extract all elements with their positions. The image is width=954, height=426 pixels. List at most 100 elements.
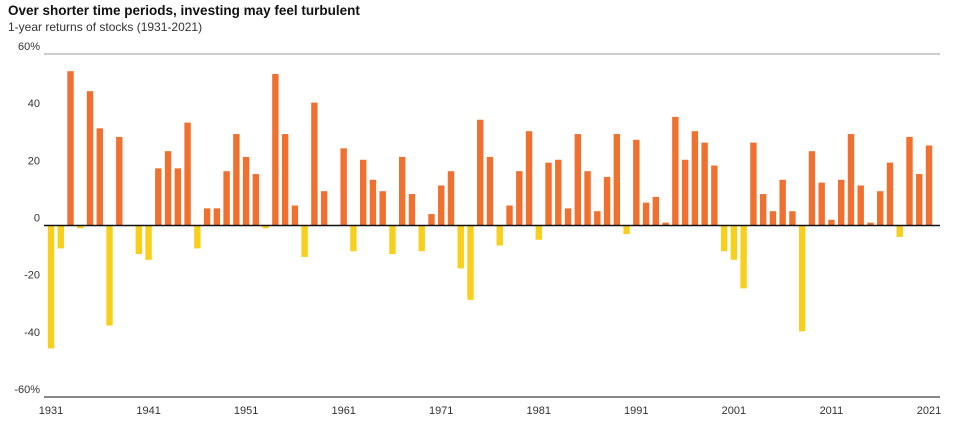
- bar-1957: [301, 225, 308, 257]
- bar-1951: [242, 156, 250, 226]
- y-tick-label: -20: [24, 270, 40, 282]
- bar-2012: [838, 179, 845, 226]
- bar-1976: [486, 156, 494, 226]
- bar-1958: [311, 102, 318, 226]
- bar-1966: [389, 225, 396, 255]
- bar-2004: [759, 194, 767, 226]
- bar-1997: [691, 131, 699, 226]
- bar-1998: [701, 142, 708, 226]
- bar-1952: [252, 174, 260, 226]
- bar-2010: [818, 182, 825, 226]
- bar-1962: [350, 225, 357, 252]
- bar-1943: [164, 151, 172, 226]
- x-tick-label: 1991: [624, 405, 648, 417]
- bar-1989: [613, 134, 621, 226]
- bar-2008: [798, 225, 806, 332]
- axes: [44, 224, 940, 398]
- bar-1954: [272, 74, 279, 226]
- bar-2009: [808, 151, 816, 226]
- bar-1973: [457, 225, 464, 269]
- bar-1999: [711, 165, 718, 226]
- bar-1946: [194, 225, 201, 249]
- bar-1968: [408, 194, 416, 226]
- chart-title: Over shorter time periods, investing may…: [8, 3, 360, 18]
- bar-2021: [925, 145, 933, 226]
- bar-2007: [789, 211, 796, 226]
- bar-1970: [428, 214, 435, 226]
- x-tick-label: 1971: [429, 405, 453, 417]
- bar-1985: [574, 134, 581, 226]
- bar-1975: [477, 119, 484, 226]
- bar-2005: [769, 211, 777, 226]
- bar-1940: [135, 225, 142, 255]
- y-tick-label: 20: [28, 155, 40, 167]
- bar-1983: [555, 159, 562, 226]
- bar-1988: [603, 176, 611, 226]
- bar-1967: [399, 156, 406, 226]
- x-tick-label: 2011: [820, 405, 844, 417]
- x-tick-label: 1961: [331, 405, 355, 417]
- y-tick-label: 60%: [18, 41, 40, 53]
- bar-1977: [496, 225, 503, 246]
- bar-1945: [184, 122, 191, 226]
- bar-1936: [96, 128, 103, 226]
- bar-1965: [379, 191, 386, 226]
- bar-1948: [213, 208, 221, 226]
- bar-1993: [652, 196, 660, 226]
- bar-1969: [418, 225, 425, 252]
- bar-1987: [594, 211, 601, 226]
- bar-1963: [359, 159, 367, 226]
- bar-1942: [155, 168, 162, 226]
- bar-1980: [525, 131, 533, 226]
- bar-1990: [623, 225, 630, 235]
- bar-2000: [720, 225, 728, 252]
- bar-1978: [506, 205, 513, 226]
- bar-2017: [886, 162, 894, 226]
- x-tick-label: 2021: [917, 405, 941, 417]
- x-axis-ticks: 1931 1941 1951 1961 1971 1981 1991 2001 2011 2021: [39, 405, 941, 417]
- bar-1991: [633, 139, 640, 226]
- bar-1934: [77, 225, 84, 229]
- y-tick-label: 40: [28, 98, 40, 110]
- chart-subtitle: 1-year returns of stocks (1931-2021): [8, 20, 203, 34]
- bar-2013: [847, 134, 855, 226]
- x-tick-label: 1931: [39, 405, 63, 417]
- bar-1941: [145, 225, 152, 260]
- bar-1981: [535, 225, 542, 240]
- bar-1950: [233, 134, 240, 226]
- bar-1933: [67, 71, 74, 226]
- bar-1964: [369, 179, 377, 226]
- bar-1947: [203, 208, 211, 226]
- y-tick-label: -60%: [14, 384, 40, 396]
- bar-1995: [672, 116, 679, 226]
- bar-2011: [828, 219, 835, 226]
- bar-1996: [681, 159, 689, 226]
- bar-2014: [857, 185, 864, 226]
- bar-1986: [584, 171, 591, 226]
- bar-1932: [57, 225, 64, 249]
- bar-1984: [564, 208, 572, 226]
- bar-2001: [730, 225, 738, 260]
- x-tick-label: 2001: [722, 405, 746, 417]
- bar-1955: [281, 134, 289, 226]
- bar-1931: [47, 225, 55, 349]
- bar-1959: [320, 191, 328, 226]
- bar-1971: [438, 185, 445, 226]
- bar-1935: [86, 91, 94, 226]
- bar-1944: [174, 168, 182, 226]
- bar-2018: [896, 225, 903, 237]
- bar-2019: [906, 136, 913, 226]
- bar-2006: [779, 179, 786, 226]
- bar-1961: [340, 148, 347, 226]
- x-tick-label: 1981: [527, 405, 551, 417]
- bar-2015: [867, 222, 874, 226]
- bar-2020: [916, 174, 923, 226]
- bar-1979: [516, 171, 523, 226]
- bar-2002: [740, 225, 747, 289]
- bar-1974: [467, 225, 474, 300]
- bar-1949: [223, 171, 230, 226]
- bar-2016: [877, 191, 884, 226]
- x-tick-label: 1941: [136, 405, 160, 417]
- bars: [47, 71, 933, 349]
